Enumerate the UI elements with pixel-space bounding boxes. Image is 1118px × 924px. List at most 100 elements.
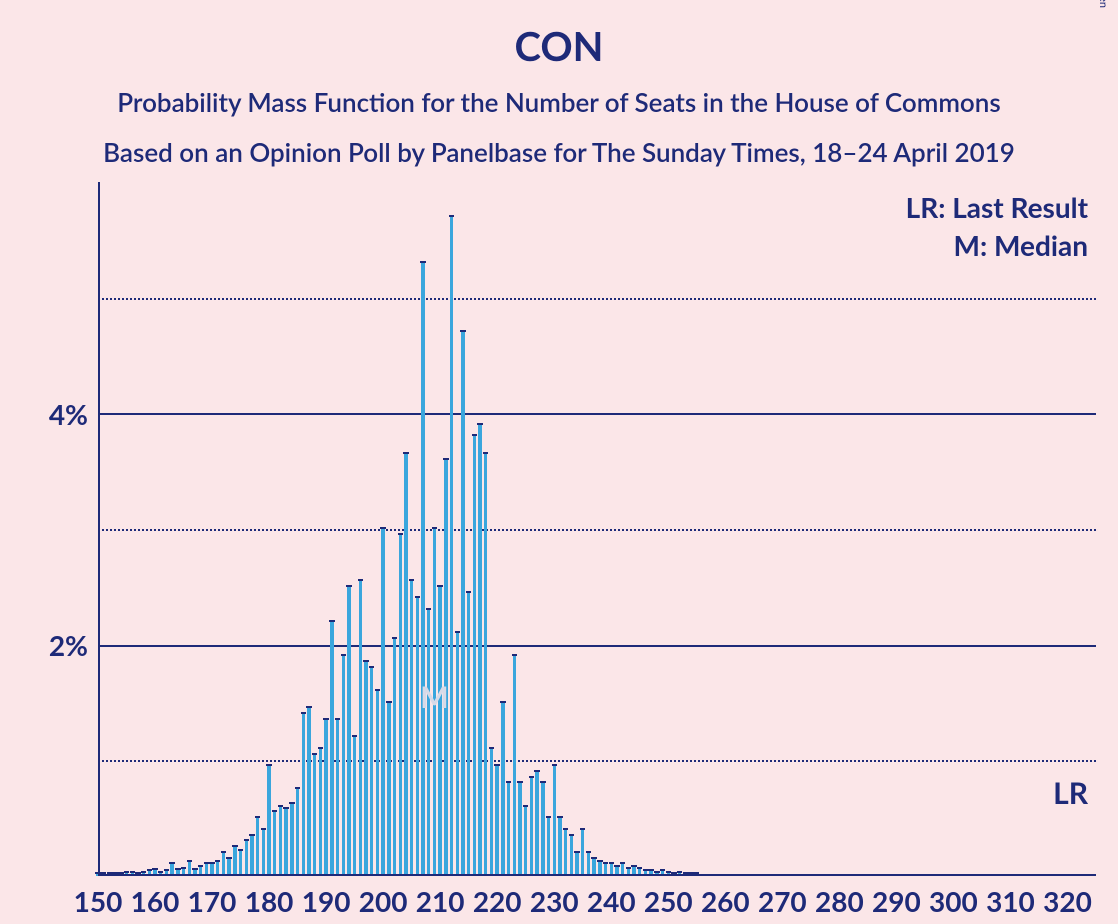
bar [273, 812, 276, 876]
legend-m: M: Median [954, 228, 1088, 262]
bar-cap [626, 867, 631, 869]
bar-cap [437, 585, 442, 587]
x-axis-label: 150 [68, 884, 128, 918]
bar [530, 778, 533, 876]
bar-cap [255, 816, 260, 818]
bar-cap [574, 851, 579, 853]
bar-cap [609, 862, 614, 864]
bar-cap [301, 712, 306, 714]
bar [336, 720, 339, 876]
bar-cap [329, 620, 334, 622]
bar [324, 720, 327, 876]
bar-cap [591, 857, 596, 859]
bar-cap [631, 865, 636, 867]
bar-cap [614, 865, 619, 867]
bar [256, 818, 259, 876]
copyright-text: © 2019 Filip van Laenen [1097, 0, 1110, 8]
bar-cap [637, 867, 642, 869]
bar-cap [198, 865, 203, 867]
bar [570, 836, 573, 876]
bar [484, 454, 487, 876]
bar-cap [472, 434, 477, 436]
bar [313, 755, 316, 876]
y-axis-label: 4% [0, 397, 88, 431]
bar-cap [660, 869, 665, 871]
bar [359, 581, 362, 876]
bar [279, 807, 282, 876]
bar-cap [249, 834, 254, 836]
bar [438, 587, 441, 876]
bar-cap [449, 215, 454, 217]
bar [444, 460, 447, 876]
bar-cap [460, 330, 465, 332]
bar-cap [517, 781, 522, 783]
x-axis-label: 310 [980, 884, 1040, 918]
bar-cap [164, 869, 169, 871]
bar [381, 529, 384, 876]
bar [302, 714, 305, 876]
bar-cap [147, 869, 152, 871]
bar-cap [654, 871, 659, 873]
bar-cap [124, 871, 129, 873]
bar [581, 830, 584, 876]
bar-cap [238, 849, 243, 851]
bar [456, 633, 459, 876]
bar-cap [266, 764, 271, 766]
x-axis-label: 280 [809, 884, 869, 918]
x-axis-label: 190 [296, 884, 356, 918]
bar [553, 766, 556, 876]
bar-cap [432, 527, 437, 529]
x-axis-label: 270 [752, 884, 812, 918]
bar-cap [278, 805, 283, 807]
bar [262, 830, 265, 876]
bar-cap [346, 585, 351, 587]
bar [319, 749, 322, 876]
bar [330, 622, 333, 876]
x-axis-label: 180 [239, 884, 299, 918]
bar-cap [415, 596, 420, 598]
bar [353, 737, 356, 876]
bar [541, 783, 544, 876]
bar [524, 807, 527, 876]
bar-cap [489, 747, 494, 749]
bar [427, 610, 430, 876]
bar-cap [181, 867, 186, 869]
bar-cap [215, 860, 220, 862]
bar [501, 703, 504, 877]
bar-cap [620, 862, 625, 864]
bar-cap [358, 579, 363, 581]
bar-cap [386, 701, 391, 703]
bar-cap [420, 261, 425, 263]
bar-cap [523, 805, 528, 807]
bar-cap [175, 868, 180, 870]
bar-cap [141, 871, 146, 873]
bar [404, 454, 407, 876]
bar-cap [375, 689, 380, 691]
bar-cap [512, 654, 517, 656]
bar [547, 818, 550, 876]
x-axis-label: 200 [353, 884, 413, 918]
bar-cap [380, 527, 385, 529]
x-axis-label: 300 [923, 884, 983, 918]
bar-cap [221, 851, 226, 853]
bar [290, 804, 293, 876]
bar-cap [335, 718, 340, 720]
bar-cap [563, 828, 568, 830]
x-axis-label: 210 [410, 884, 470, 918]
bar [364, 662, 367, 876]
bar-cap [209, 862, 214, 864]
bar [421, 263, 424, 876]
bar [399, 535, 402, 876]
x-axis-label: 260 [695, 884, 755, 918]
bar [296, 789, 299, 876]
bar-cap [289, 802, 294, 804]
bar [587, 853, 590, 876]
x-axis-label: 320 [1037, 884, 1097, 918]
bar-cap [540, 781, 545, 783]
bar [376, 691, 379, 876]
bar [250, 836, 253, 876]
bar-cap [455, 631, 460, 633]
bar-cap [466, 591, 471, 593]
y-axis-line [98, 182, 100, 876]
bar [450, 217, 453, 876]
